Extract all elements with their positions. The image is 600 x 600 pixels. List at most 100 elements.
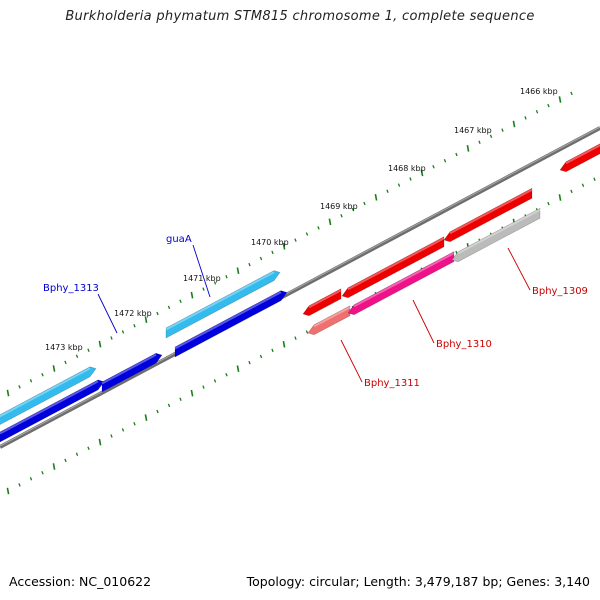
- gene-forward-2[interactable]: [101, 352, 163, 393]
- inner-scale-tick: [547, 201, 550, 206]
- inner-scale-tick: [213, 379, 217, 383]
- outer-scale-tick: [432, 165, 435, 169]
- outer-scale-tick: [271, 250, 274, 255]
- outer-scale-tick: [52, 365, 56, 372]
- cds-reverse-3[interactable]: [451, 207, 541, 263]
- gene-label-Bphy_1309[interactable]: Bphy_1309: [532, 286, 588, 297]
- tick-label-1466: 1466 kbp: [520, 87, 558, 96]
- outer-scale-tick: [167, 305, 171, 310]
- inner-scale-tick: [581, 183, 585, 188]
- outer-scale-tick: [478, 140, 481, 145]
- inner-scale-tick: [156, 409, 159, 414]
- outer-scale-tick: [64, 360, 67, 365]
- gene-forward-1[interactable]: [0, 379, 105, 443]
- inner-scale-tick: [558, 194, 562, 201]
- outer-scale-tick: [236, 267, 240, 275]
- inner-scale-tick: [294, 336, 297, 340]
- outer-tick-track: [6, 91, 573, 397]
- cds-forward-2[interactable]: [165, 270, 281, 339]
- outer-scale-tick: [535, 109, 539, 114]
- outer-scale-tick: [558, 96, 562, 103]
- inner-scale-tick: [98, 438, 102, 446]
- outer-scale-tick: [29, 379, 33, 383]
- gene-reverse-3[interactable]: [443, 187, 533, 243]
- outer-scale-tick: [570, 91, 573, 96]
- inner-scale-tick: [121, 428, 125, 432]
- outer-scale-tick: [489, 134, 493, 138]
- gene-label-Bphy_1310[interactable]: Bphy_1310: [436, 339, 492, 350]
- inner-scale-tick: [29, 477, 33, 481]
- outer-scale-tick: [317, 226, 320, 230]
- callout-Bphy_1311: [340, 339, 363, 383]
- inner-scale-tick: [225, 373, 228, 377]
- gene-label-Bphy_1311[interactable]: Bphy_1311: [364, 378, 420, 389]
- inner-scale-tick: [179, 397, 182, 402]
- backbone-highlight: [0, 126, 600, 447]
- inner-scale-tick: [259, 354, 263, 359]
- inner-scale-tick: [236, 365, 240, 373]
- outer-scale-tick: [363, 201, 366, 206]
- gene-reverse-4[interactable]: [559, 138, 600, 173]
- outer-scale-tick: [547, 103, 550, 108]
- cds-forward-1[interactable]: [0, 366, 97, 430]
- outer-scale-tick: [6, 389, 10, 397]
- tick-label-1473: 1473 kbp: [45, 343, 83, 352]
- outer-scale-tick: [75, 354, 79, 359]
- inner-scale-tick: [271, 348, 274, 353]
- outer-scale-tick: [121, 330, 125, 334]
- map-title: Burkholderia phymatum STM815 chromosome …: [65, 9, 535, 24]
- gene-reverse-2[interactable]: [341, 236, 445, 299]
- outer-scale-tick: [374, 193, 378, 201]
- backbone-line: [0, 126, 600, 449]
- outer-scale-tick: [41, 372, 44, 377]
- outer-scale-tick: [455, 152, 458, 157]
- inner-scale-tick: [248, 360, 251, 365]
- outer-scale-tick: [156, 311, 159, 316]
- outer-scale-tick: [133, 323, 136, 328]
- outer-scale-tick: [351, 207, 355, 212]
- inner-scale-tick: [144, 414, 148, 421]
- inner-scale-tick: [52, 463, 56, 470]
- outer-scale-tick: [248, 262, 251, 267]
- outer-scale-tick: [110, 336, 113, 340]
- tick-label-1471: 1471 kbp: [183, 274, 221, 283]
- outer-scale-tick: [420, 169, 424, 177]
- outer-scale-tick: [259, 256, 263, 261]
- outer-scale-tick: [512, 120, 516, 128]
- inner-scale-tick: [202, 385, 205, 389]
- tick-label-group: 1466 kbp 1467 kbp 1468 kbp 1469 kbp 1470 kbp…: [45, 87, 558, 352]
- inner-scale-tick: [64, 458, 67, 463]
- cds-reverse-2[interactable]: [347, 251, 455, 316]
- inner-scale-tick: [133, 421, 136, 426]
- outer-scale-tick: [466, 145, 470, 152]
- outer-scale-tick: [294, 238, 297, 242]
- gene-label-guaA[interactable]: guaA: [166, 234, 192, 245]
- outer-scale-tick: [179, 299, 182, 304]
- outer-scale-tick: [202, 287, 205, 291]
- inner-scale-tick: [190, 389, 194, 397]
- tick-label-1469: 1469 kbp: [320, 202, 358, 211]
- tick-label-1472: 1472 kbp: [114, 309, 152, 318]
- outer-scale-tick: [98, 340, 102, 348]
- gene-label-Bphy_1313[interactable]: Bphy_1313: [43, 283, 99, 294]
- inner-tick-track: [6, 177, 596, 495]
- feature-track[interactable]: [0, 138, 600, 443]
- outer-scale-tick: [225, 275, 228, 279]
- outer-scale-tick: [282, 242, 286, 250]
- inner-scale-tick: [87, 446, 90, 450]
- inner-scale-tick: [6, 487, 10, 495]
- outer-scale-tick: [213, 281, 217, 285]
- inner-scale-tick: [282, 340, 286, 348]
- outer-scale-tick: [340, 213, 343, 218]
- outer-scale-tick: [190, 291, 194, 299]
- inner-scale-tick: [41, 470, 44, 475]
- tick-label-1470: 1470 kbp: [251, 238, 289, 247]
- accession-text: Accession: NC_010622: [9, 574, 152, 589]
- gene-forward-3[interactable]: [174, 290, 288, 358]
- outer-scale-tick: [386, 189, 389, 193]
- inner-scale-tick: [167, 403, 171, 408]
- gene-reverse-1[interactable]: [302, 288, 342, 317]
- tick-label-1468: 1468 kbp: [388, 164, 426, 173]
- outer-scale-tick: [524, 116, 527, 120]
